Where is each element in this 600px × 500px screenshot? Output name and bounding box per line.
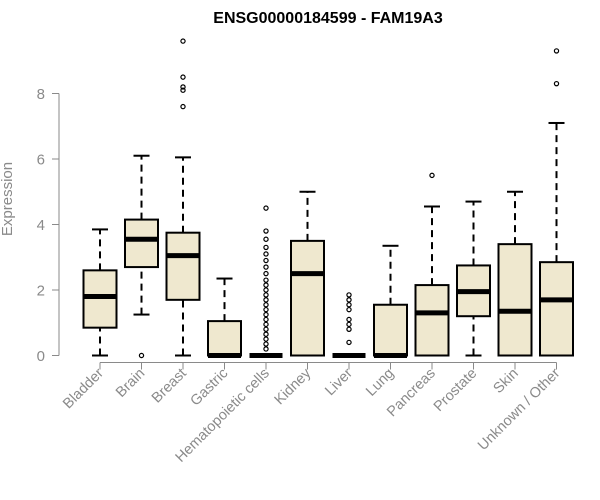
box-iqr	[165, 231, 201, 301]
outlier-point	[346, 306, 352, 313]
outlier-point	[263, 228, 269, 234]
box-lung	[373, 244, 408, 358]
x-tick-label: Brain	[113, 366, 148, 401]
outlier-point	[263, 264, 269, 270]
outlier-point	[263, 282, 269, 288]
outlier-point	[263, 311, 269, 318]
box-pancreas	[414, 172, 450, 357]
box-skin	[497, 190, 533, 357]
x-tick-label: Bladder	[60, 365, 107, 412]
box-iqr	[414, 284, 450, 357]
x-tick-label: Prostate	[431, 366, 480, 415]
outlier-point	[263, 331, 269, 337]
box-brain	[124, 154, 159, 359]
box-breast	[165, 38, 201, 357]
outlier-point	[346, 321, 352, 328]
outlier-point	[263, 236, 269, 242]
outlier-point	[263, 326, 269, 332]
box-unknown-other	[539, 48, 574, 357]
box-gastric	[207, 277, 242, 358]
outlier-point	[138, 352, 145, 359]
box-iqr	[539, 261, 574, 357]
box-iqr	[497, 243, 533, 357]
outlier-point	[263, 336, 269, 342]
outlier-point	[553, 48, 560, 54]
box-iqr	[124, 218, 159, 269]
outlier-point	[346, 292, 352, 298]
outlier-point	[263, 297, 269, 303]
box-prostate	[456, 200, 491, 357]
outlier-point	[346, 316, 352, 323]
box-bladder	[82, 228, 118, 357]
y-tick-label: 8	[37, 86, 45, 103]
box-iqr	[373, 303, 408, 357]
x-tick-label: Liver	[322, 365, 356, 399]
outlier-point	[346, 297, 352, 303]
box-iqr	[207, 320, 242, 357]
outlier-point	[346, 339, 352, 346]
box-iqr	[290, 239, 325, 357]
outlier-point	[263, 306, 269, 313]
x-tick-label: Kidney	[272, 365, 315, 408]
x-tick-label: Lung	[363, 366, 397, 400]
outlier-point	[346, 326, 352, 332]
outlier-point	[263, 341, 269, 347]
outlier-point	[180, 74, 186, 80]
outlier-point	[263, 270, 269, 277]
y-tick-label: 0	[37, 348, 45, 365]
y-tick-label: 2	[37, 283, 45, 300]
y-axis-label: Expression	[0, 162, 16, 236]
outlier-point	[263, 302, 269, 308]
y-axis: 0 2 4 6 8	[37, 86, 60, 365]
outlier-point	[263, 346, 269, 352]
outlier-point	[263, 321, 269, 328]
box-liver	[332, 292, 366, 358]
outlier-point	[553, 80, 560, 87]
outlier-point	[263, 316, 269, 323]
box-kidney	[290, 190, 325, 357]
y-tick-label: 4	[37, 217, 45, 234]
outlier-point	[180, 38, 186, 44]
outlier-point	[263, 244, 269, 251]
outlier-point	[263, 292, 269, 298]
outlier-point	[180, 103, 186, 110]
x-tick-label: Breast	[149, 366, 190, 407]
outlier-point	[263, 277, 269, 283]
x-tick-label: Skin	[491, 366, 522, 397]
outlier-point	[263, 251, 269, 257]
outlier-point	[263, 257, 269, 264]
chart-title: ENSG00000184599 - FAM19A3	[213, 10, 443, 27]
plot-area	[82, 38, 574, 359]
outlier-point	[263, 205, 269, 211]
box-hematopoietic-cells	[249, 205, 283, 358]
outlier-point	[429, 172, 435, 179]
outlier-point	[346, 302, 352, 308]
outlier-point	[263, 287, 269, 293]
y-tick-label: 6	[37, 152, 45, 169]
outlier-point	[180, 84, 186, 90]
outlier-point	[180, 87, 186, 93]
